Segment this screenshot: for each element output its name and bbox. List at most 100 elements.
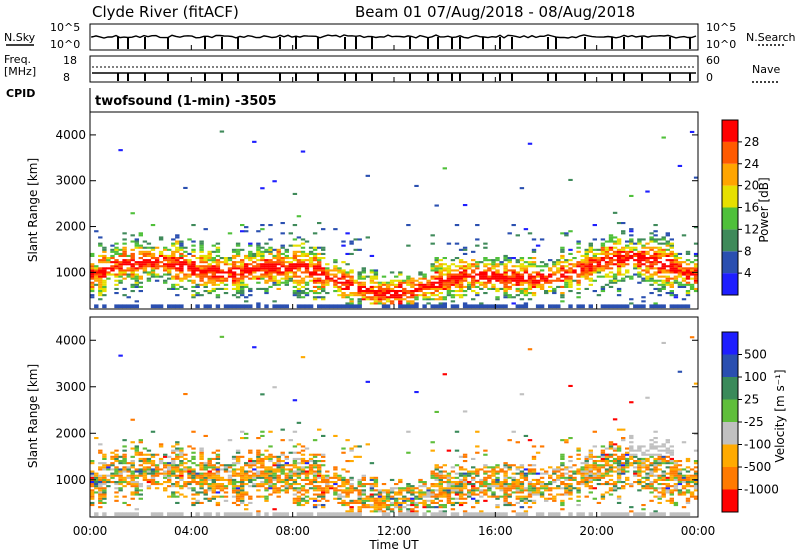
power-cell: [414, 279, 419, 282]
power-cell: [142, 250, 148, 253]
velocity-cell: [600, 453, 606, 456]
velocity-cell: [373, 501, 379, 504]
power-cell: [625, 252, 630, 255]
velocity-cell: [438, 491, 443, 494]
velocity-cell: [312, 472, 318, 475]
velocity-cell: [94, 474, 99, 477]
power-cell: [669, 304, 674, 309]
velocity-cell: [231, 470, 237, 473]
velocity-cell: [406, 508, 411, 511]
velocity-cell: [503, 493, 508, 496]
velocity-cell: [333, 476, 338, 479]
power-cell: [527, 281, 533, 284]
velocity-cell: [608, 441, 614, 444]
velocity-cell: [248, 464, 253, 467]
velocity-cell: [568, 455, 573, 458]
power-cell: [154, 267, 160, 270]
power-cell: [523, 228, 529, 231]
power-cell: [219, 275, 225, 278]
power-cell: [244, 304, 249, 309]
velocity-cell: [138, 468, 143, 471]
velocity-cell: [248, 501, 253, 504]
power-cell: [458, 294, 464, 297]
velocity-cell: [150, 476, 156, 479]
velocity-cell: [669, 476, 674, 479]
velocity-cell: [248, 495, 253, 498]
power-cell: [677, 283, 683, 286]
power-cell: [645, 275, 650, 278]
velocity-cell: [402, 497, 407, 500]
power-cell: [544, 290, 549, 293]
velocity-cell: [621, 455, 626, 458]
velocity-cell: [629, 441, 634, 444]
velocity-cell: [519, 487, 525, 490]
power-cell: [244, 257, 249, 260]
velocity-cell: [442, 512, 447, 516]
power-cell: [422, 304, 427, 309]
velocity-cell: [373, 493, 379, 496]
power-cell: [564, 259, 569, 262]
power-cell: [272, 257, 277, 260]
velocity-cell: [410, 487, 415, 490]
velocity-cell: [430, 449, 435, 452]
power-cell: [515, 283, 520, 286]
power-cell: [357, 248, 362, 251]
power-cell: [341, 271, 346, 274]
velocity-cell: [284, 478, 289, 481]
velocity-cell: [223, 495, 229, 498]
velocity-cell: [665, 449, 670, 452]
velocity-cell: [438, 510, 443, 513]
velocity-cell: [616, 466, 622, 469]
power-cell: [373, 273, 379, 276]
velocity-cell: [256, 512, 261, 516]
power-cell: [333, 279, 338, 282]
velocity-cell: [661, 493, 666, 496]
power-cell: [179, 263, 184, 266]
velocity-cell: [653, 510, 658, 513]
power-cell: [637, 250, 642, 253]
power-cell: [584, 254, 589, 257]
velocity-cell: [122, 476, 127, 479]
velocity-cell: [471, 457, 476, 460]
power-cell: [406, 279, 411, 282]
power-cell: [171, 285, 176, 288]
velocity-cell: [150, 483, 156, 486]
velocity-cell: [507, 489, 512, 492]
power-cell: [633, 273, 638, 276]
power-cell: [584, 248, 589, 251]
power-cell: [288, 269, 293, 272]
velocity-cell: [235, 472, 241, 475]
velocity-cell: [649, 439, 654, 442]
power-cell: [629, 254, 634, 257]
power-cell: [608, 259, 614, 262]
velocity-cell: [389, 497, 395, 500]
power-cell: [531, 238, 537, 241]
velocity-cell: [673, 501, 679, 504]
power-cell: [158, 236, 164, 239]
velocity-cell: [264, 512, 269, 516]
power-cell: [621, 230, 626, 233]
power-cell: [211, 279, 216, 282]
velocity-cell: [171, 472, 176, 475]
velocity-cell: [98, 451, 103, 454]
velocity-cell: [535, 493, 541, 496]
velocity-cell: [442, 495, 447, 498]
power-cell: [406, 302, 411, 305]
power-cell: [203, 261, 208, 264]
power-cell: [588, 263, 593, 266]
velocity-cell: [689, 468, 695, 471]
power-cell: [98, 236, 103, 239]
power-cell: [673, 265, 679, 268]
velocity-cell: [604, 460, 610, 463]
velocity-cell: [462, 510, 468, 513]
power-cell: [685, 277, 691, 280]
power-cell: [693, 254, 699, 257]
velocity-cell: [442, 493, 447, 496]
power-cell: [312, 271, 318, 274]
power-cell: [621, 277, 626, 280]
power-cell: [450, 277, 456, 280]
power-cell: [693, 176, 699, 179]
velocity-cell: [211, 451, 216, 454]
velocity-cell: [422, 495, 427, 498]
power-cell: [134, 263, 139, 266]
